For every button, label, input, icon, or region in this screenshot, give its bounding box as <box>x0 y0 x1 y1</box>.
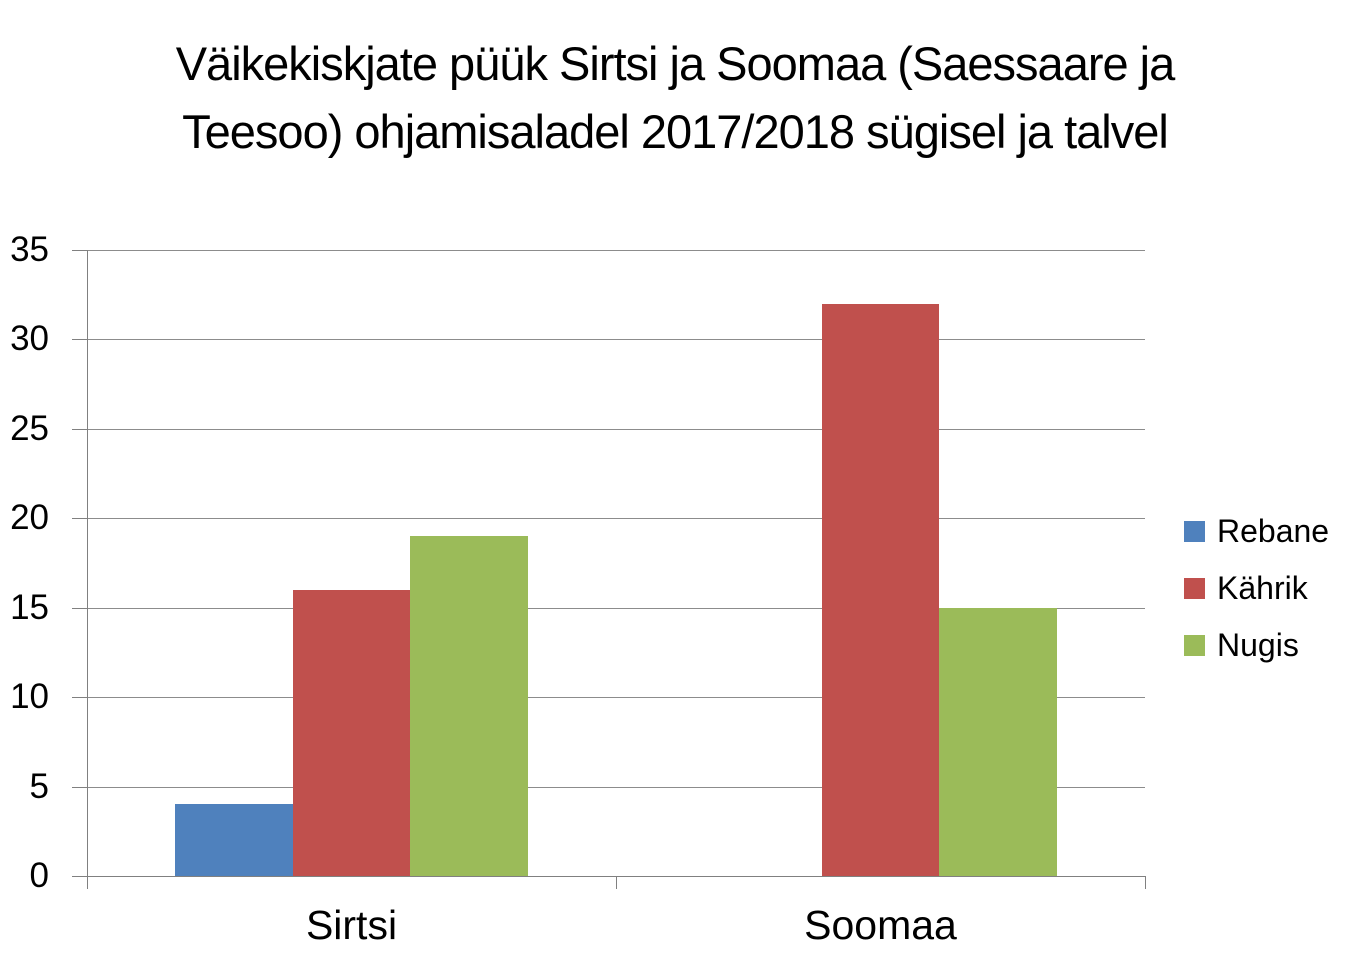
bar-nugis-sirtsi <box>410 536 528 876</box>
legend-swatch-kährik <box>1184 577 1205 599</box>
bar-kährik-soomaa <box>821 303 940 876</box>
legend-swatch-nugis <box>1184 634 1205 656</box>
gridline-10 <box>87 697 1145 699</box>
x-category-label-soomaa: Soomaa <box>804 902 957 948</box>
x-axis-tick-2 <box>1145 876 1146 889</box>
x-axis-tick-1 <box>616 876 617 889</box>
y-axis-tick-20 <box>72 518 87 520</box>
legend-item-nugis: Nugis <box>1184 628 1299 662</box>
y-tick-label-35: 35 <box>10 230 49 269</box>
y-axis-tick-25 <box>72 428 87 430</box>
y-axis-tick-10 <box>72 697 87 699</box>
chart-title-line1: Väikekiskjate püük Sirtsi ja Soomaa (Sae… <box>175 37 1176 90</box>
y-tick-label-30: 30 <box>10 319 49 359</box>
gridline-30 <box>87 339 1145 341</box>
x-category-label-sirtsi: Sirtsi <box>305 902 398 948</box>
x-axis-tick-0 <box>87 876 88 889</box>
gridline-25 <box>87 428 1145 430</box>
y-axis-tick-5 <box>72 786 87 788</box>
gridline-35 <box>87 250 1145 251</box>
y-axis-line <box>87 250 88 889</box>
chart-title: Väikekiskjate püük Sirtsi ja Soomaa (Sae… <box>0 30 1350 166</box>
legend-item-kährik: Kährik <box>1184 571 1308 605</box>
legend-swatch-rebane <box>1184 520 1205 542</box>
y-axis-tick-0 <box>72 876 87 877</box>
y-axis-tick-15 <box>72 607 87 609</box>
legend-item-rebane: Rebane <box>1184 514 1329 548</box>
y-axis-tick-30 <box>72 339 87 341</box>
y-tick-label-15: 15 <box>10 587 49 627</box>
y-tick-label-25: 25 <box>10 408 49 448</box>
y-tick-label-10: 10 <box>10 677 49 717</box>
y-tick-label-20: 20 <box>10 498 49 538</box>
chart-title-line2: Teesoo) ohjamisaladel 2017/2018 sügisel … <box>182 105 1169 158</box>
y-axis-tick-35 <box>72 250 87 251</box>
gridline-20 <box>87 518 1145 520</box>
y-tick-label-5: 5 <box>29 766 49 806</box>
bar-kährik-sirtsi <box>292 589 411 876</box>
legend-label-kährik: Kährik <box>1217 570 1308 606</box>
legend-label-rebane: Rebane <box>1217 513 1330 549</box>
bar-nugis-soomaa <box>939 607 1057 876</box>
legend-label-nugis: Nugis <box>1217 627 1299 663</box>
gridline-5 <box>87 786 1145 788</box>
gridline-15 <box>87 607 1145 609</box>
y-tick-label-0: 0 <box>29 856 49 895</box>
bar-rebane-sirtsi <box>175 804 293 876</box>
